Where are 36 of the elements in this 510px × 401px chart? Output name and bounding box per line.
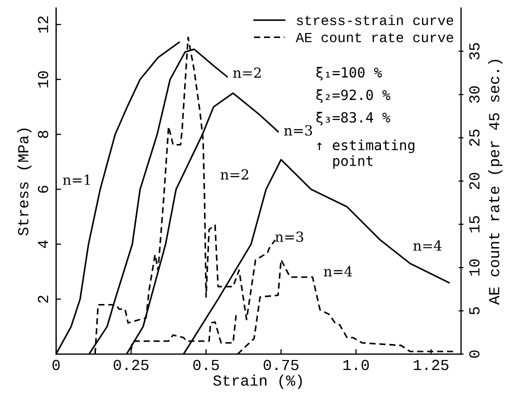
y2-tick-label: 30 xyxy=(469,86,480,103)
y2-tick-label: 25 xyxy=(469,130,480,146)
y2-tick-label: 5 xyxy=(469,307,480,314)
y2-tick-label: 15 xyxy=(469,216,480,232)
annotation: n=3 xyxy=(284,125,312,136)
x-tick-label: 0.75 xyxy=(264,360,298,370)
y2-tick-label: 35 xyxy=(469,43,480,60)
y2-tick-label: 0 xyxy=(469,350,480,358)
y-tick-label: 4 xyxy=(38,240,48,248)
legend-label: stress-strain curve xyxy=(296,14,454,26)
legend-label: AE count rate curve xyxy=(296,32,454,42)
annotation: ξ₃=83.4 % xyxy=(316,112,390,126)
y-tick-label: 8 xyxy=(38,130,48,138)
x-tick-label: 1.25 xyxy=(414,360,448,370)
y-axis-title: Stress (MPa) xyxy=(17,128,32,236)
x-tick-label: 0 xyxy=(52,360,60,370)
annotation: ξ₂=92.0 % xyxy=(316,89,390,103)
y2-tick-label: 20 xyxy=(469,172,480,190)
y2-tick-label: 10 xyxy=(469,259,480,276)
annotation: n=4 xyxy=(324,266,352,276)
annotation: ξ₁=100 % xyxy=(316,66,382,80)
x-axis-title: Strain (%) xyxy=(213,374,302,389)
y-tick-label: 6 xyxy=(38,186,48,193)
annotation: n=2 xyxy=(220,169,248,180)
annotation: n=4 xyxy=(413,240,442,251)
x-tick-label: 1.0 xyxy=(343,360,369,370)
y2-axis-title: AE count rate (per 45 sec.) xyxy=(488,60,502,305)
annotation: n=3 xyxy=(275,231,304,242)
y-tick-label: 12 xyxy=(38,16,48,33)
x-tick-label: 0.25 xyxy=(114,360,148,370)
annotation: n=2 xyxy=(233,67,261,78)
x-tick-label: 0.5 xyxy=(193,360,219,370)
annotation: n=1 xyxy=(62,174,90,185)
y-tick-label: 10 xyxy=(38,71,48,88)
y-tick-label: 2 xyxy=(38,296,48,303)
annotation: ↑ estimating point xyxy=(317,140,414,169)
